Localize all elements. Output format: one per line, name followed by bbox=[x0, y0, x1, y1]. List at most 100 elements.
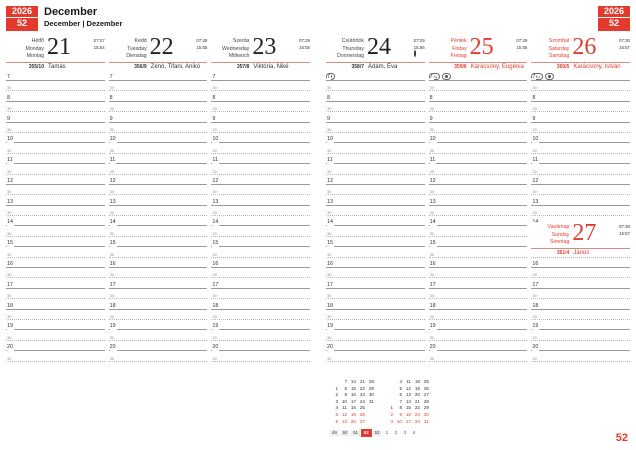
hour-slot[interactable]: 9 bbox=[326, 116, 425, 132]
half-hour-slot[interactable]: 30 bbox=[531, 148, 631, 163]
half-hour-slot[interactable]: 30 bbox=[428, 211, 528, 225]
hour-slot[interactable]: 17 bbox=[6, 282, 105, 298]
half-hour-slot[interactable]: 30 bbox=[326, 148, 425, 163]
half-hour-slot[interactable]: 30 bbox=[428, 190, 528, 204]
half-hour-slot[interactable]: 30 bbox=[428, 148, 528, 163]
half-hour-slot[interactable]: 30 bbox=[428, 335, 528, 350]
hour-slot[interactable]: 16 bbox=[531, 261, 631, 277]
week-number-strip[interactable]: 49 50 51 52 53 1 2 3 4 bbox=[326, 429, 630, 438]
half-hour-slot[interactable]: 30 bbox=[108, 169, 208, 184]
hour-slot[interactable]: 17 bbox=[108, 282, 208, 298]
hour-slot[interactable]: 15 bbox=[428, 240, 528, 256]
half-hour-slot[interactable]: 30 bbox=[531, 314, 631, 329]
half-hour-slot[interactable]: 30 bbox=[211, 252, 311, 267]
day-column-monday[interactable]: Hétfő Monday Montag 21 07:27 15:54 bbox=[6, 35, 105, 371]
mini-calendar-day[interactable]: 12 bbox=[341, 411, 347, 417]
hour-slot[interactable]: 20 bbox=[428, 344, 528, 360]
hour-slot[interactable]: 10 bbox=[428, 136, 528, 152]
hour-slot[interactable]: 12 bbox=[326, 178, 425, 194]
mini-calendar-day[interactable]: 24 bbox=[414, 418, 420, 424]
mini-calendar-day[interactable]: 15 bbox=[350, 385, 356, 391]
mini-calendar-day[interactable]: 21 bbox=[359, 378, 365, 384]
hour-slot[interactable]: 19 bbox=[6, 323, 105, 339]
mini-calendar-day[interactable]: 6 bbox=[335, 418, 338, 424]
half-hour-slot[interactable]: 30 bbox=[428, 314, 528, 329]
hour-grid-wednesday[interactable]: 7 30 8 30 9 30 10 30 11 30 12 30 13 30 14 30 15 30 16 30 17 3… bbox=[211, 74, 311, 371]
half-hour-slot[interactable]: 30 bbox=[326, 356, 425, 371]
hour-slot[interactable]: 19 bbox=[326, 323, 425, 339]
mini-calendar-day[interactable]: 4 bbox=[399, 378, 402, 384]
mini-calendar-day[interactable] bbox=[385, 399, 394, 406]
week-strip-cell[interactable]: 53 bbox=[372, 430, 382, 437]
half-hour-slot[interactable]: 30 bbox=[108, 273, 208, 287]
mini-calendar-day[interactable] bbox=[330, 379, 339, 386]
mini-calendar-day[interactable]: 3 bbox=[390, 418, 393, 424]
week-strip-cell[interactable]: 3 bbox=[403, 430, 407, 436]
half-hour-slot[interactable]: 30 bbox=[6, 169, 105, 184]
mini-calendar-day[interactable]: 25 bbox=[359, 405, 365, 411]
hour-slot[interactable]: 18 bbox=[428, 303, 528, 319]
mini-calendar-day[interactable] bbox=[366, 405, 375, 412]
mini-calendar-day[interactable]: 18 bbox=[414, 378, 420, 384]
hour-slot[interactable]: 8 bbox=[531, 95, 631, 111]
hour-slot[interactable]: 7 bbox=[211, 74, 311, 90]
hour-slot[interactable]: 11 bbox=[531, 157, 631, 173]
hour-slot[interactable]: 14 bbox=[326, 220, 425, 235]
hour-slot[interactable]: 15 bbox=[108, 240, 208, 256]
mini-calendar-day[interactable]: 20 bbox=[350, 418, 356, 424]
hour-slot[interactable]: 19 bbox=[531, 323, 631, 339]
hour-slot[interactable]: 8 bbox=[326, 95, 425, 111]
hour-slot[interactable]: 14 bbox=[211, 220, 311, 235]
hour-slot[interactable]: 7 bbox=[326, 74, 425, 90]
hour-slot[interactable]: 11 bbox=[326, 157, 425, 173]
half-hour-slot[interactable]: 30 bbox=[326, 190, 425, 204]
half-hour-slot[interactable]: 30 bbox=[6, 356, 105, 371]
hour-slot[interactable]: 9 bbox=[108, 116, 208, 132]
hour-slot[interactable]: 14 bbox=[6, 220, 105, 235]
hour-slot[interactable]: 19 bbox=[428, 323, 528, 339]
half-hour-slot[interactable]: 30 bbox=[6, 231, 105, 246]
hour-slot[interactable]: 10 bbox=[108, 136, 208, 152]
half-hour-slot[interactable]: 30 bbox=[326, 169, 425, 184]
hour-slot[interactable]: 20 bbox=[326, 344, 425, 360]
half-hour-slot[interactable]: 30 bbox=[211, 273, 311, 287]
hour-slot[interactable]: 16 bbox=[211, 261, 311, 277]
half-hour-slot[interactable]: 30 bbox=[326, 107, 425, 121]
mini-calendar-day[interactable]: 8 bbox=[344, 385, 347, 391]
hour-slot[interactable]: 18 bbox=[531, 303, 631, 319]
mini-calendar-day[interactable]: 30 bbox=[368, 392, 374, 398]
hour-slot[interactable]: 12 bbox=[428, 178, 528, 194]
day-column-weekend[interactable]: Szombat Saturday Samstag 26 07:30 15:57 bbox=[531, 35, 631, 371]
half-hour-slot[interactable]: 30 bbox=[211, 86, 311, 100]
hour-slot[interactable]: 10 bbox=[531, 136, 631, 152]
half-hour-slot[interactable]: 30 bbox=[531, 273, 631, 287]
half-hour-slot[interactable]: 30 bbox=[531, 86, 631, 100]
week-strip-cell[interactable]: 49 bbox=[330, 430, 339, 437]
mini-calendar-day[interactable]: 23 bbox=[359, 392, 365, 398]
mini-calendar-day[interactable]: 16 bbox=[350, 392, 356, 398]
hour-slot[interactable]: 10 bbox=[211, 136, 311, 152]
half-hour-slot[interactable]: 30 bbox=[531, 211, 631, 225]
mini-calendar-day[interactable]: 27 bbox=[423, 392, 429, 398]
half-hour-slot[interactable]: 30 bbox=[6, 127, 105, 142]
mini-calendar-day[interactable]: 13 bbox=[405, 392, 411, 398]
hour-slot[interactable]: 14 bbox=[428, 220, 528, 235]
hour-slot[interactable]: 12 bbox=[211, 178, 311, 194]
day-column-tuesday[interactable]: Kedd Tuesday Dienstag 22 07:28 15:55 bbox=[108, 35, 208, 371]
mini-calendar-day[interactable]: 6 bbox=[399, 392, 402, 398]
mini-calendar-day[interactable]: 16 bbox=[405, 411, 411, 417]
mini-calendar-day[interactable]: 26 bbox=[359, 411, 365, 417]
mini-calendar-day[interactable] bbox=[385, 386, 394, 393]
day-column-thursday[interactable]: Csütörtök Thursday Donnerstag 24 bbox=[326, 35, 425, 371]
mini-calendar-day[interactable]: 10 bbox=[341, 398, 347, 404]
half-hour-slot[interactable]: 30 bbox=[326, 211, 425, 225]
mini-calendar-day[interactable]: 10 bbox=[396, 418, 402, 424]
half-hour-slot[interactable]: 30 bbox=[108, 252, 208, 267]
hour-slot[interactable]: 17 bbox=[211, 282, 311, 298]
half-hour-slot[interactable]: 30 bbox=[326, 335, 425, 350]
mini-calendar-january[interactable]: 4 11 18 25 5 12 19 26 6 13 20 27 7 14 21 28 1 8 15 22 29 2 9 16… bbox=[385, 379, 430, 425]
half-hour-slot[interactable]: 30 bbox=[6, 294, 105, 308]
mini-calendar-day[interactable]: 23 bbox=[414, 411, 420, 417]
hour-slot[interactable]: 13 bbox=[428, 199, 528, 215]
half-hour-slot[interactable]: 30 bbox=[108, 356, 208, 371]
